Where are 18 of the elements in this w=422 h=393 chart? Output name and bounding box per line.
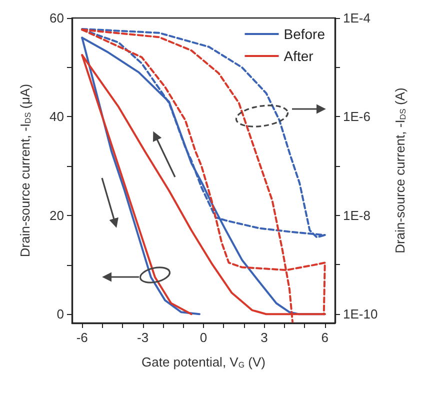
y-tick-label: 20 (50, 208, 64, 223)
x-axis-title: Gate potential, VG (V) (141, 354, 266, 370)
y2-axis-title: Drain-source current, -IDS (A) (392, 88, 408, 254)
x-tick-label: 6 (321, 330, 328, 345)
legend-label: Before (284, 26, 326, 42)
y2-tick-label: 1E-6 (343, 109, 370, 124)
x-tick-label: 3 (260, 330, 268, 345)
y-tick-label: 60 (50, 10, 64, 26)
legend-label: After (284, 48, 314, 64)
y-tick-label: 40 (50, 109, 64, 124)
y-tick-label: 0 (56, 306, 64, 322)
y2-tick-label: 1E-4 (343, 10, 370, 26)
x-tick-label: -3 (137, 330, 149, 345)
x-tick-label: -6 (76, 330, 88, 345)
y2-tick-label: 1E-10 (343, 306, 378, 322)
y-axis-title: Drain-source current, -IDS (μA) (18, 84, 32, 258)
x-tick-label: 0 (200, 330, 208, 345)
y2-tick-label: 1E-8 (343, 208, 370, 223)
